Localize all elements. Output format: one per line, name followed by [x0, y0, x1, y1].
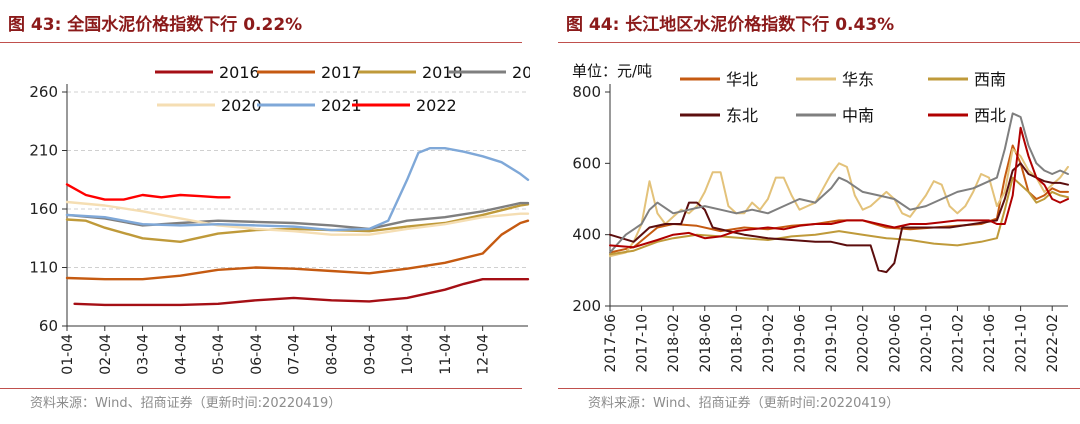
legend-label-2019: 2019 — [512, 63, 530, 82]
x-tick-label: 2021-02 — [950, 314, 966, 373]
legend-label-西南: 西南 — [974, 70, 1006, 89]
x-tick-label: 09-04 — [362, 334, 378, 375]
series-line-西南 — [609, 176, 1069, 256]
x-tick-label: 03-04 — [136, 334, 152, 375]
x-tick-label: 2018-06 — [698, 314, 714, 373]
left-figure-title: 图 43: 全国水泥价格指数下行 0.22% — [8, 15, 303, 35]
x-tick-label: 06-04 — [249, 334, 265, 375]
right-figure-title: 图 44: 长江地区水泥价格指数下行 0.43% — [566, 15, 895, 35]
y-tick-label: 260 — [29, 83, 58, 101]
unit-label: 单位：元/吨 — [572, 62, 652, 80]
y-tick-label: 800 — [572, 83, 601, 101]
series-line-2022 — [65, 183, 231, 201]
x-tick-label: 2021-10 — [1014, 314, 1030, 373]
legend-label-2017: 2017 — [321, 63, 362, 82]
legend-label-华北: 华北 — [726, 70, 758, 89]
y-tick-label: 160 — [29, 200, 58, 218]
x-tick-label: 2018-10 — [729, 314, 745, 373]
series-line-2019 — [65, 201, 530, 231]
x-tick-label: 2017-06 — [603, 314, 619, 373]
legend-label-华东: 华东 — [842, 70, 874, 89]
y-tick-label: 60 — [39, 317, 58, 335]
legend-label-2020: 2020 — [221, 96, 262, 115]
y-tick-label: 200 — [572, 297, 601, 315]
series-line-东北 — [609, 162, 1069, 274]
left-source-note: 资料来源：Wind、招商证券（更新时间:20220419） — [30, 396, 342, 411]
right-source-rule — [558, 388, 1080, 389]
right-source-note: 资料来源：Wind、招商证券（更新时间:20220419） — [588, 396, 900, 411]
left-figure-panel: 图 43: 全国水泥价格指数下行 0.22% 60 110 160 210 260 01-… — [0, 0, 530, 424]
x-tick-label: 2020-10 — [919, 314, 935, 373]
y-tick-label: 210 — [29, 142, 58, 160]
x-tick-label: 02-04 — [98, 334, 114, 375]
legend-label-2021: 2021 — [321, 96, 362, 115]
x-tick-label: 04-04 — [173, 334, 189, 375]
y-tick-label: 400 — [572, 226, 601, 244]
series-line-2016 — [73, 277, 530, 307]
x-tick-label: 2021-06 — [982, 314, 998, 373]
right-title-rule — [558, 42, 1080, 43]
x-tick-label: 2020-02 — [856, 314, 872, 373]
x-tick-label: 2017-10 — [635, 314, 651, 373]
series-line-华东 — [609, 148, 1069, 258]
x-tick-label: 2019-02 — [761, 314, 777, 373]
left-title-rule — [0, 42, 522, 43]
series-line-2021 — [65, 146, 530, 232]
x-tick-label: 01-04 — [60, 334, 76, 375]
x-tick-label: 07-04 — [287, 334, 303, 375]
left-source-rule — [0, 388, 522, 389]
x-tick-label: 2019-06 — [793, 314, 809, 373]
x-tick-label: 12-04 — [476, 334, 492, 375]
x-tick-label: 2018-02 — [666, 314, 682, 373]
x-tick-label: 11-04 — [438, 334, 454, 375]
yangtze-cement-price-index-chart: 200 400 600 800 2017-06 2017-10 2018-02 2018-06… — [572, 62, 1069, 373]
legend-label-2022: 2022 — [416, 96, 457, 115]
legend-label-中南: 中南 — [842, 106, 874, 125]
y-tick-label: 110 — [29, 259, 58, 277]
x-tick-label: 08-04 — [325, 334, 341, 375]
y-tick-label: 600 — [572, 154, 601, 172]
series-line-中南 — [609, 112, 1069, 254]
legend-label-2018: 2018 — [422, 63, 463, 82]
series-line-华北 — [609, 144, 1069, 254]
x-tick-label: 2019-10 — [824, 314, 840, 373]
series-line-2017 — [65, 219, 530, 281]
national-cement-price-index-chart: 60 110 160 210 260 01-04 02-04 03-04 04-04 05-04 0… — [29, 63, 530, 375]
legend-label-2016: 2016 — [219, 63, 260, 82]
series-line-2018 — [65, 203, 530, 244]
series-line-西北 — [609, 126, 1069, 249]
right-figure-panel: 图 44: 长江地区水泥价格指数下行 0.43% 200 400 600 800 201… — [558, 0, 1080, 424]
legend-label-西北: 西北 — [974, 106, 1006, 125]
x-tick-label: 10-04 — [400, 334, 416, 375]
x-tick-label: 2022-02 — [1045, 314, 1061, 373]
x-tick-label: 05-04 — [211, 334, 227, 375]
legend-label-东北: 东北 — [726, 106, 758, 125]
x-tick-label: 2020-06 — [887, 314, 903, 373]
series-line-2020 — [65, 200, 530, 236]
